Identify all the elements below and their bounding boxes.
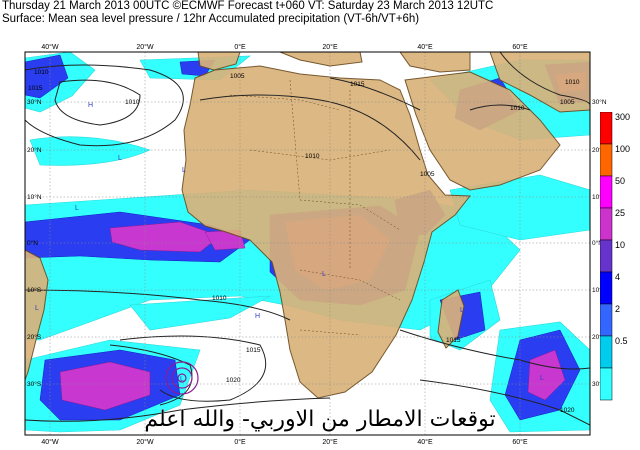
bottom-lon-labels: 40°W 20°W 0°E 20°E 40°E 60°E [41,438,528,446]
iberia-land [197,52,241,71]
madagascar-land [437,289,465,349]
isobar-label: 1005 [560,99,575,106]
low-pressure-mark: L [180,376,184,383]
isobars [25,52,590,426]
arabic-overlay-caption: توقعات الامطار من الاوربي- والله اعلم [144,407,495,432]
lat-label: 10°S [592,286,607,294]
left-lat-labels: 30°N 20°N 10°N 0°N 10°S 20°S 30°S [27,98,42,388]
legend-swatch [600,271,613,305]
isobar-label: 1005 [230,73,245,80]
isobar-labels: 1010 1015 1010 1005 1015 1010 1005 1010 … [28,69,580,414]
country-borders [229,79,401,336]
low-pressure-mark: L [540,375,544,382]
iran-land [489,52,590,113]
pressure-centers: H L L L L H L L L L [35,102,544,383]
isobar-label: 1015 [28,85,43,92]
africa-land [181,65,472,399]
high-pressure-mark: H [88,102,93,109]
isobar-label: 1020 [560,407,575,414]
high-pressure-mark: H [255,313,260,320]
lon-label: 40°W [41,43,59,51]
legend-label: 300 [615,112,630,122]
isobar-label: 1005 [420,171,435,178]
lat-label: 30°S [592,380,607,388]
graticule [25,52,590,435]
legend-swatch [600,335,613,369]
isobar-label: 1020 [226,377,241,384]
isobar-label: 1010 [125,99,140,106]
legend-label: 4 [615,272,620,282]
isobar-label: 1010 [510,105,525,112]
lat-label: 30°N [592,98,607,106]
lat-label: 20°S [27,333,42,341]
low-pressure-mark: L [322,271,326,278]
legend-swatch [600,367,613,401]
cyclone-swirl [165,361,199,395]
legend-swatch [600,239,613,273]
lon-label: 60°E [512,43,528,51]
legend-label: 25 [615,208,625,218]
lat-label: 30°N [27,98,42,106]
isobar-label: 1010 [565,79,580,86]
southern-europe-land [279,52,363,67]
arabia-land [404,71,561,191]
lon-label: 40°W [41,438,59,446]
top-lon-labels: 40°W 20°W 0°E 20°E 40°E 60°E [41,43,528,51]
legend-swatch [600,175,613,209]
lat-label: 20°N [592,146,607,154]
lat-label: 30°S [27,380,42,388]
land-layer [25,52,590,399]
header: Thursday 21 March 2013 00UTC ©ECMWF Fore… [2,0,638,26]
isobar-label: 1010 [212,295,227,302]
low-pressure-mark: L [182,167,186,174]
map-border [24,51,591,436]
legend-swatch [600,112,613,145]
low-pressure-mark: L [35,305,39,312]
lon-label: 60°E [512,438,528,446]
lon-label: 20°W [136,438,154,446]
lat-label: 20°S [592,333,607,341]
lon-label: 40°E [417,438,433,446]
lon-label: 0°E [234,438,246,446]
precip-legend: 300 100 50 25 10 4 2 0.5 [600,112,630,401]
lat-label: 20°N [27,146,42,154]
isobar-label: 1010 [305,153,320,160]
legend-label: 2 [615,304,620,314]
low-pressure-mark: L [118,155,122,162]
lat-label: 0°N [27,239,38,247]
lon-label: 40°E [417,43,433,51]
lat-label: 10°N [592,193,607,201]
forecast-title: Thursday 21 March 2013 00UTC ©ECMWF Fore… [2,0,494,12]
lat-label: 0°N [592,239,603,247]
lon-label: 20°E [322,438,338,446]
lon-label: 20°W [136,43,154,51]
legend-label: 50 [615,176,625,186]
isobar-label: 1015 [246,347,261,354]
low-pressure-mark: L [460,307,464,314]
forecast-subtitle: Surface: Mean sea level pressure / 12hr … [2,13,420,25]
lat-label: 10°S [27,286,42,294]
lat-label: 10°N [27,193,42,201]
legend-swatch [600,207,613,241]
isobar-label: 1015 [350,81,365,88]
legend-label: 10 [615,240,625,250]
lon-label: 0°E [234,43,246,51]
turkey-land [399,52,471,73]
right-lat-labels: 30°N 20°N 10°N 0°N 10°S 20°S 30°S [592,98,607,388]
isobar-label: 1015 [446,337,461,344]
legend-swatch [600,303,613,337]
legend-swatch [600,143,613,177]
lon-label: 20°E [322,43,338,51]
legend-label: 100 [615,144,630,154]
isobar-label: 1010 [34,69,49,76]
legend-label: 0.5 [615,336,628,346]
low-pressure-mark: L [75,205,79,212]
